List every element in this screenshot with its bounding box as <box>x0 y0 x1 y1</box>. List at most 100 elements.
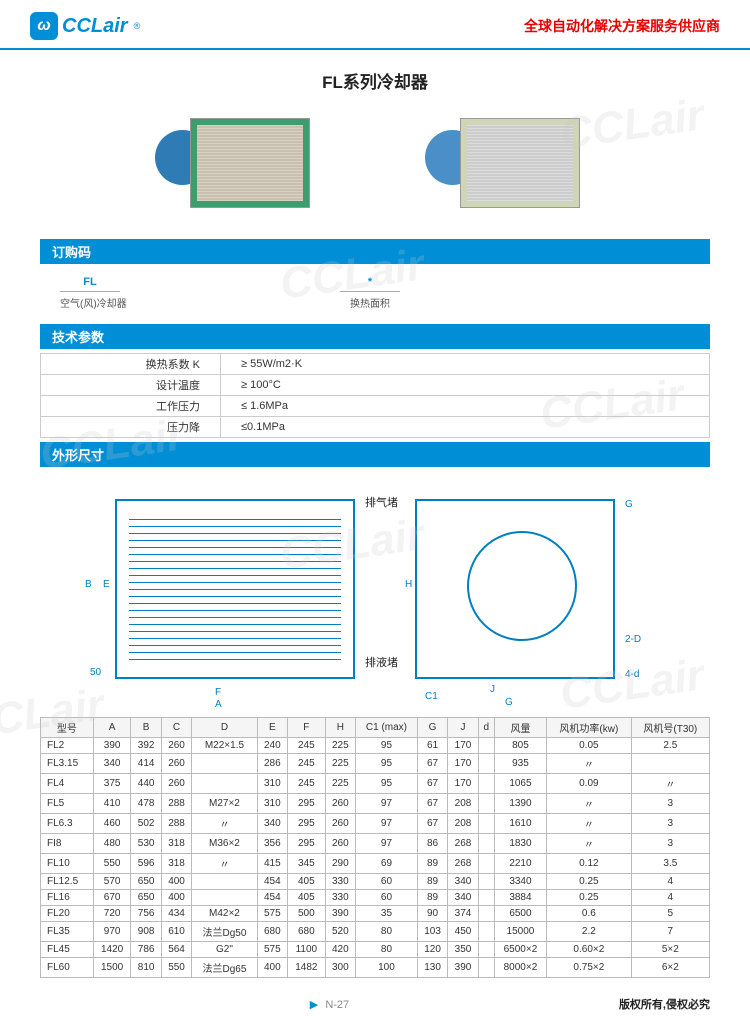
table-cell: 225 <box>325 774 355 794</box>
logo-registered-icon: ® <box>134 21 141 31</box>
table-row: FL4375440260310245225956717010650.09〃 <box>41 774 710 794</box>
table-cell: 330 <box>325 874 355 890</box>
dim-B: B <box>85 579 92 590</box>
table-cell: 295 <box>288 834 326 854</box>
table-header: B <box>131 718 161 738</box>
table-cell: 756 <box>131 906 161 922</box>
table-row: FL5410478288M27×231029526097672081390〃3 <box>41 794 710 814</box>
table-cell: 〃 <box>547 814 632 834</box>
table-cell: 97 <box>356 814 418 834</box>
table-cell: 908 <box>131 922 161 942</box>
table-row: FI8480530318M36×235629526097862681830〃3 <box>41 834 710 854</box>
order-code-desc: 换热面积 <box>340 295 400 310</box>
table-cell: 〃 <box>631 774 709 794</box>
table-cell: FL4 <box>41 774 94 794</box>
table-cell <box>478 922 494 942</box>
table-cell: 420 <box>325 942 355 958</box>
copyright: 版权所有,侵权必究 <box>619 996 710 1012</box>
table-cell: 4 <box>631 874 709 890</box>
triangle-icon: ▶ <box>310 999 318 1011</box>
table-cell: 340 <box>448 890 478 906</box>
table-cell: 390 <box>325 906 355 922</box>
table-cell: 170 <box>448 754 478 774</box>
table-header: d <box>478 718 494 738</box>
diagram-fan-circle-icon <box>467 531 577 641</box>
table-cell: FL20 <box>41 906 94 922</box>
table-cell: 0.09 <box>547 774 632 794</box>
table-header: 风机功率(kw) <box>547 718 632 738</box>
table-cell: 67 <box>417 814 447 834</box>
spec-value: ≥ 55W/m2·K <box>221 354 710 375</box>
diagram-side-view <box>415 499 615 679</box>
fins-icon <box>467 125 573 201</box>
table-cell: 405 <box>288 874 326 890</box>
spec-label: 换热系数 K <box>41 354 221 375</box>
table-cell <box>478 906 494 922</box>
order-item: * 换热面积 <box>340 276 400 310</box>
table-cell: 400 <box>161 874 191 890</box>
fins-icon <box>197 125 303 201</box>
table-cell: 400 <box>257 958 287 978</box>
table-cell: 318 <box>161 834 191 854</box>
table-row: FL451420786564G2"5751100420801203506500×… <box>41 942 710 958</box>
table-cell: FL35 <box>41 922 94 942</box>
table-cell: 95 <box>356 738 418 754</box>
table-cell: 310 <box>257 774 287 794</box>
table-row: FL601500810550法兰Dg6540014823001001303908… <box>41 958 710 978</box>
table-cell: 970 <box>93 922 131 942</box>
table-header: E <box>257 718 287 738</box>
table-cell: 97 <box>356 834 418 854</box>
table-cell: 120 <box>417 942 447 958</box>
table-cell <box>478 814 494 834</box>
table-cell: 478 <box>131 794 161 814</box>
table-cell: 340 <box>448 874 478 890</box>
table-cell: 95 <box>356 774 418 794</box>
spec-value: ≤ 1.6MPa <box>221 396 710 417</box>
table-cell: 410 <box>93 794 131 814</box>
table-cell: 89 <box>417 874 447 890</box>
table-cell: 570 <box>93 874 131 890</box>
table-cell: 86 <box>417 834 447 854</box>
table-cell: 0.6 <box>547 906 632 922</box>
table-cell: 454 <box>257 890 287 906</box>
order-code-value: FL <box>60 276 120 288</box>
spec-label: 设计温度 <box>41 375 221 396</box>
table-cell: M27×2 <box>192 794 257 814</box>
table-cell <box>478 738 494 754</box>
page-title: FL系列冷却器 <box>40 68 710 93</box>
table-cell: 318 <box>161 854 191 874</box>
table-cell: 440 <box>131 774 161 794</box>
table-cell: 720 <box>93 906 131 922</box>
product-image-2 <box>425 110 595 220</box>
table-cell: FL10 <box>41 854 94 874</box>
table-cell: 650 <box>131 874 161 890</box>
table-cell: 1065 <box>494 774 546 794</box>
table-cell: 575 <box>257 906 287 922</box>
page-footer: ▶ N-27 版权所有,侵权必究 <box>0 988 750 1022</box>
table-cell: 〃 <box>547 794 632 814</box>
table-cell: 350 <box>448 942 478 958</box>
table-cell: 680 <box>257 922 287 942</box>
table-cell: 89 <box>417 890 447 906</box>
table-cell: 414 <box>131 754 161 774</box>
table-cell: FL16 <box>41 890 94 906</box>
dim-4d: 4-d <box>625 669 639 680</box>
table-header: A <box>93 718 131 738</box>
table-cell: 法兰Dg65 <box>192 958 257 978</box>
table-header: 风机号(T30) <box>631 718 709 738</box>
table-cell: 0.60×2 <box>547 942 632 958</box>
table-cell: 3884 <box>494 890 546 906</box>
logo-text: CCLair <box>62 15 128 38</box>
table-cell: 502 <box>131 814 161 834</box>
section-order-code: 订购码 <box>40 239 710 264</box>
logo-mark-icon: ω <box>30 12 58 40</box>
table-cell: 3 <box>631 814 709 834</box>
table-cell: 330 <box>325 890 355 906</box>
label-exhaust: 排气堵 <box>365 494 398 510</box>
table-cell <box>631 754 709 774</box>
table-cell: 5×2 <box>631 942 709 958</box>
table-row: FL12.5570650400454405330608934033400.254 <box>41 874 710 890</box>
dim-50: 50 <box>90 667 101 678</box>
table-cell: 374 <box>448 906 478 922</box>
table-cell: 2.2 <box>547 922 632 942</box>
